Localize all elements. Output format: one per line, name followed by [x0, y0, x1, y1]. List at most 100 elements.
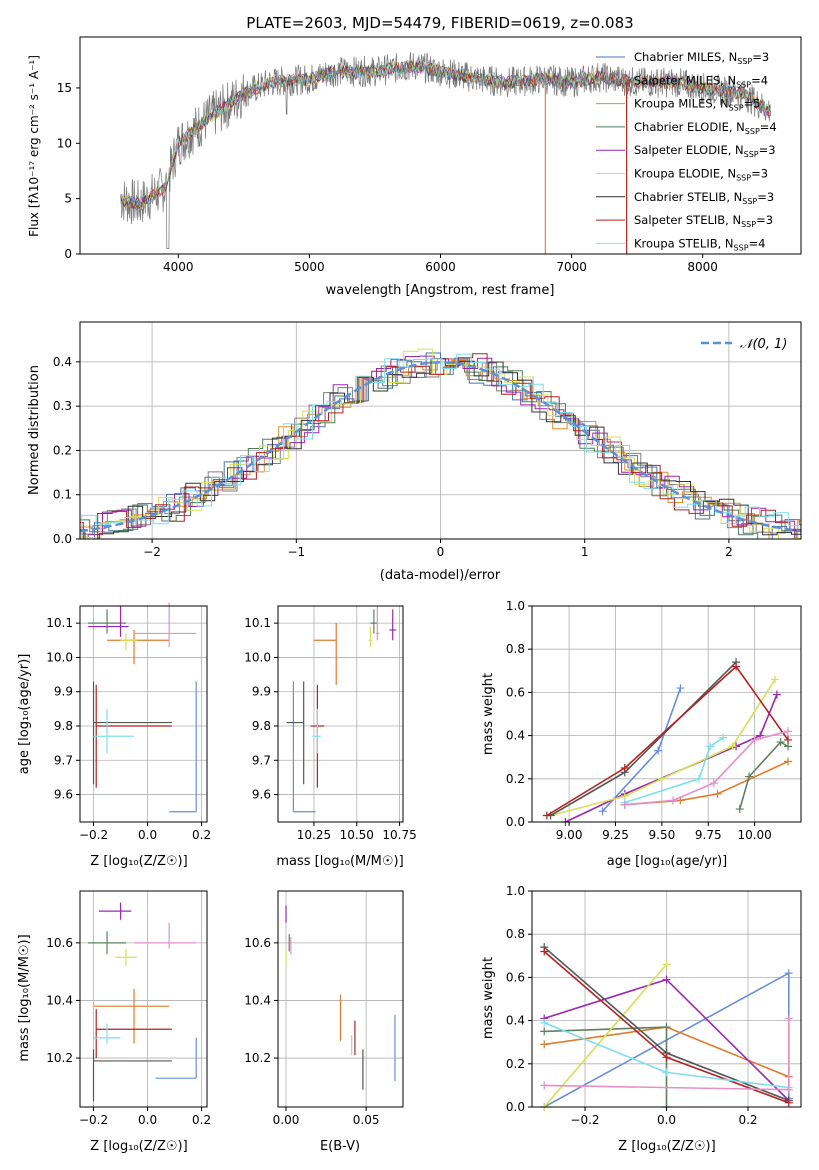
y-tick-label: 9.8	[252, 719, 271, 733]
z-mass-ylabel: mass [log₁₀(M/M☉)]	[17, 934, 32, 1061]
y-tick-label: 9.6	[54, 788, 73, 802]
weight-line	[544, 1026, 668, 1107]
spectrum-ylabel: Flux [fλ10⁻¹⁷ erg cm⁻² s⁻¹ A⁻¹]	[27, 55, 41, 237]
x-tick-label: 9.25	[602, 828, 629, 842]
weight-line	[546, 665, 789, 817]
weight-line	[624, 737, 724, 804]
panel-frame	[277, 605, 404, 823]
mass-age-panel: mass [log₁₀(M/M☉)] 10.25 10.50 10.75 9.6 9.7…	[244, 605, 417, 869]
weight-series	[620, 727, 793, 809]
x-tick-label: 10.25	[297, 828, 331, 842]
y-tick-label: 0.8	[506, 642, 525, 656]
data-spectrum-line	[120, 52, 772, 249]
x-tick-label: 10.75	[382, 828, 416, 842]
x-tick-label: 0.0	[657, 1113, 676, 1127]
weight-series	[598, 684, 685, 816]
weight-marker	[713, 789, 722, 798]
x-tick-label: −2	[143, 545, 161, 559]
histogram-step	[80, 353, 801, 540]
y-tick-label: 10.6	[244, 936, 271, 950]
spectrum-title: PLATE=2603, MJD=54479, FIBERID=0619, z=0…	[246, 14, 633, 32]
weight-marker	[776, 738, 785, 747]
y-tick-label: 10.0	[46, 650, 73, 664]
errorbar-point	[313, 623, 337, 685]
legend-gaussian-label: 𝒩(0, 1)	[740, 337, 787, 352]
x-tick-label: 0.2	[192, 1113, 211, 1127]
weight-marker	[540, 1040, 549, 1049]
errorbar-point	[312, 708, 321, 754]
weight-marker	[735, 805, 744, 814]
weight-marker	[620, 764, 629, 772]
x-tick-label: 10.00	[737, 828, 771, 842]
weight-marker	[540, 1027, 549, 1036]
weight-marker	[542, 811, 551, 820]
weight-line	[601, 687, 682, 812]
y-tick-label: 1.0	[506, 599, 525, 613]
errorbar-point	[92, 681, 172, 785]
y-tick-label: 10.1	[46, 616, 73, 630]
errorbar-point	[120, 633, 137, 651]
x-tick-label: −0.2	[570, 1113, 599, 1127]
z-weight-panel: Z [log₁₀(Z/Z☉)] mass weight −0.2 0.0 0.2 0.…	[481, 884, 802, 1154]
weight-series	[561, 690, 781, 826]
errorbar-point	[93, 1023, 121, 1044]
data-marks	[88, 902, 197, 1102]
grid	[80, 891, 207, 1107]
z-age-ylabel: age [log₁₀(age/yr)]	[17, 654, 32, 775]
spectrum-plot-area	[120, 52, 772, 254]
residual-histograms	[80, 348, 801, 540]
weight-marker	[784, 735, 793, 744]
weight-series	[540, 960, 671, 1111]
spectrum-legend: Chabrier MILES, NSSP=3 Salpeter MILES, NS…	[596, 50, 777, 252]
weight-series	[735, 738, 793, 814]
legend-label: Chabrier ELODIE, NSSP=4	[634, 120, 777, 136]
x-tick-label: 5000	[294, 260, 325, 274]
errorbar-point	[368, 626, 373, 648]
errorbar-point	[115, 948, 137, 966]
errorbar-point	[98, 902, 132, 920]
weight-marker	[719, 733, 728, 742]
x-tick-label: 0	[437, 545, 445, 559]
errorbar-point	[389, 609, 397, 641]
weight-marker	[662, 1068, 671, 1077]
x-tick-label: 2	[725, 545, 733, 559]
age-weight-ylabel: mass weight	[481, 673, 496, 755]
errorbar-point	[370, 609, 378, 634]
weight-marker	[540, 1081, 549, 1090]
spectrum-xlabel: wavelength [Angstrom, rest frame]	[326, 283, 555, 298]
weight-marker	[662, 975, 671, 984]
x-tick-label: 0.0	[138, 828, 157, 842]
z-weight-ylabel: mass weight	[481, 957, 496, 1039]
weight-marker	[540, 947, 549, 956]
y-tick-label: 0.6	[506, 970, 525, 984]
errorbar-point	[375, 606, 380, 641]
weight-series	[540, 1014, 793, 1094]
errorbar-point	[134, 602, 197, 648]
errorbar-point	[107, 630, 170, 665]
spectrum-x-ticks: 4000 5000 6000 7000 8000	[163, 254, 718, 274]
weight-marker	[784, 1014, 793, 1023]
data-marks	[542, 658, 793, 826]
weight-marker	[784, 727, 793, 736]
x-tick-label: 0.2	[738, 1113, 757, 1127]
y-tick-label: 10	[57, 136, 72, 150]
y-tick-label: 15	[57, 81, 72, 95]
ticks: 10.25 10.50 10.75 9.6 9.7 9.8 9.9 10.0 10.1	[244, 616, 416, 842]
weight-marker	[732, 662, 741, 671]
z-age-panel: Z [log₁₀(Z/Z☉)] age [log₁₀(age/yr)] −0.2…	[17, 602, 211, 869]
y-tick-label: 0.4	[506, 1014, 525, 1028]
panel-frame	[531, 605, 802, 823]
mass-age-xlabel: mass [log₁₀(M/M☉)]	[276, 854, 403, 869]
ticks: −0.2 0.0 0.2 9.6 9.7 9.8 9.9 10.0 10.1	[46, 616, 211, 842]
legend-label: Salpeter STELIB, NSSP=3	[634, 213, 773, 229]
legend-label: Chabrier STELIB, NSSP=3	[634, 190, 774, 206]
weight-marker	[709, 779, 718, 788]
z-age-xlabel: Z [log₁₀(Z/Z☉)]	[90, 854, 187, 869]
z-weight-xlabel: Z [log₁₀(Z/Z☉)]	[618, 1139, 715, 1154]
ticks: 0.00 0.05 10.2 10.4 10.6	[244, 936, 379, 1127]
weight-marker	[772, 690, 781, 699]
panel-frame	[277, 890, 404, 1108]
weight-marker	[668, 796, 677, 805]
y-tick-label: 0.0	[53, 532, 72, 546]
